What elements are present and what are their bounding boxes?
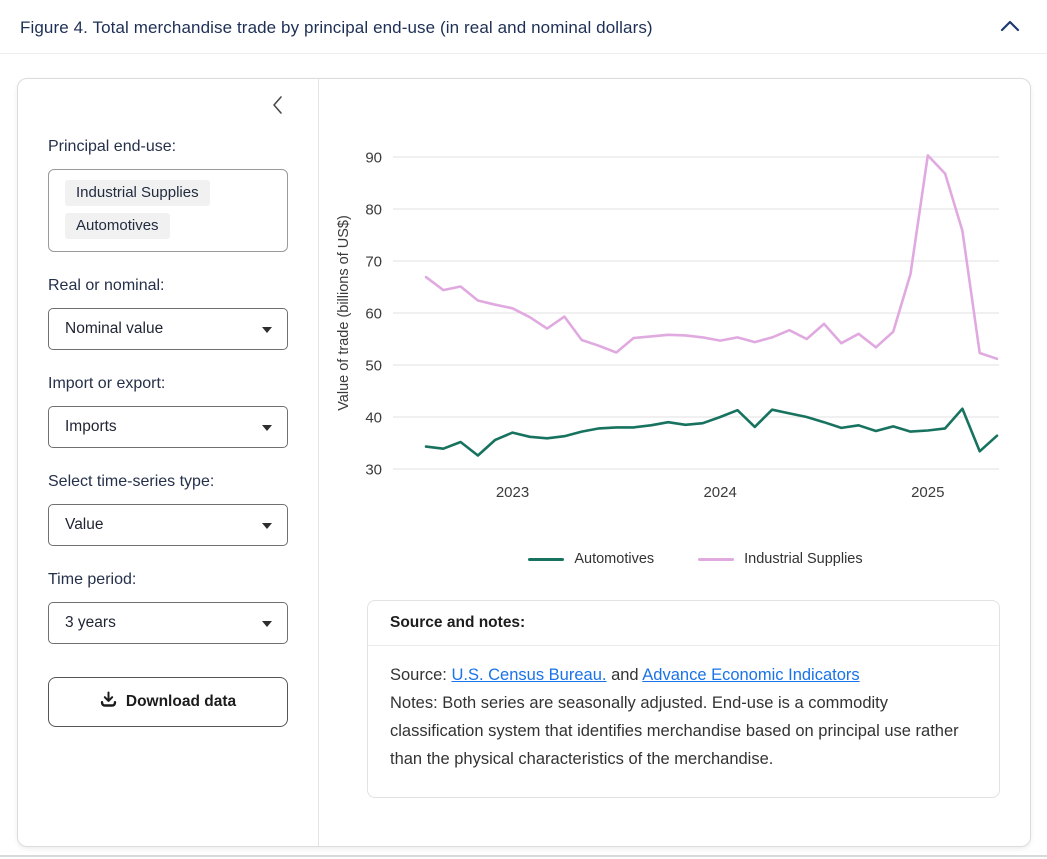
next-section-divider	[0, 855, 1047, 857]
svg-text:70: 70	[365, 254, 382, 271]
caret-down-icon	[262, 621, 272, 627]
census-bureau-link[interactable]: U.S. Census Bureau.	[451, 666, 607, 684]
real-or-nominal-label: Real or nominal:	[48, 277, 165, 294]
import-or-export-value: Imports	[65, 418, 117, 435]
source-conjunction: and	[611, 666, 639, 684]
figure-card: Principal end-use: Industrial Supplies A…	[17, 78, 1031, 847]
download-data-button[interactable]: Download data	[48, 677, 288, 727]
filters-sidebar: Principal end-use: Industrial Supplies A…	[18, 79, 319, 846]
time-series-type-label: Select time-series type:	[48, 473, 215, 490]
source-prefix: Source:	[390, 666, 447, 684]
svg-text:90: 90	[365, 150, 382, 167]
caret-down-icon	[262, 327, 272, 333]
source-and-notes-title: Source and notes:	[368, 601, 999, 646]
svg-text:50: 50	[365, 358, 382, 375]
legend-label: Industrial Supplies	[744, 551, 863, 567]
time-series-type-value: Value	[65, 516, 104, 533]
source-line: Source: U.S. Census Bureau. and Advance …	[390, 661, 977, 689]
svg-text:60: 60	[365, 306, 382, 323]
svg-text:2024: 2024	[703, 484, 736, 501]
time-period-value: 3 years	[65, 614, 116, 631]
selected-chip-automotives[interactable]: Automotives	[65, 213, 170, 239]
principal-end-use-label: Principal end-use:	[48, 138, 177, 155]
principal-end-use-select[interactable]: Industrial Supplies Automotives	[48, 169, 288, 252]
real-or-nominal-value: Nominal value	[65, 320, 164, 337]
industrial-supplies-line-swatch	[698, 557, 735, 561]
download-button-label: Download data	[125, 693, 237, 710]
svg-text:40: 40	[365, 410, 382, 427]
time-period-label: Time period:	[48, 571, 137, 588]
time-series-type-dropdown[interactable]: Value	[48, 504, 288, 546]
collapse-sidebar-button[interactable]	[267, 95, 288, 117]
trade-line-chart: 30 40 50 60 70 80 90 2023 2024 2025 Value of trade…	[336, 150, 999, 501]
svg-text:2023: 2023	[496, 484, 529, 501]
time-period-dropdown[interactable]: 3 years	[48, 602, 288, 644]
svg-text:Value of trade (billions of US: Value of trade (billions of US$)	[336, 215, 352, 411]
collapse-figure-button[interactable]	[993, 17, 1027, 38]
advance-economic-indicators-link[interactable]: Advance Economic Indicators	[642, 666, 860, 684]
real-or-nominal-dropdown[interactable]: Nominal value	[48, 308, 288, 350]
chevron-up-icon	[999, 20, 1021, 36]
page-title: Figure 4. Total merchandise trade by pri…	[20, 17, 653, 37]
caret-down-icon	[262, 523, 272, 529]
selected-chip-industrial-supplies[interactable]: Industrial Supplies	[65, 180, 210, 206]
source-and-notes-box: Source and notes: Source: U.S. Census Bu…	[367, 600, 1000, 799]
chart-pane: 30 40 50 60 70 80 90 2023 2024 2025 Value of trade…	[319, 79, 1030, 846]
notes-text: Notes: Both series are seasonally adjust…	[390, 694, 959, 769]
chevron-left-icon	[271, 96, 284, 118]
import-or-export-label: Import or export:	[48, 375, 166, 392]
legend-label: Automotives	[574, 551, 655, 567]
svg-text:80: 80	[365, 202, 382, 219]
legend-item-industrial-supplies: Industrial Supplies	[698, 551, 863, 567]
svg-text:30: 30	[365, 462, 382, 479]
caret-down-icon	[262, 425, 272, 431]
automotives-line-swatch	[528, 557, 565, 561]
download-icon	[100, 691, 117, 713]
chart-legend: Automotives Industrial Supplies	[361, 551, 1030, 567]
import-or-export-dropdown[interactable]: Imports	[48, 406, 288, 448]
legend-item-automotives: Automotives	[528, 551, 654, 567]
svg-text:2025: 2025	[911, 484, 944, 501]
figure-header: Figure 4. Total merchandise trade by pri…	[0, 0, 1047, 54]
